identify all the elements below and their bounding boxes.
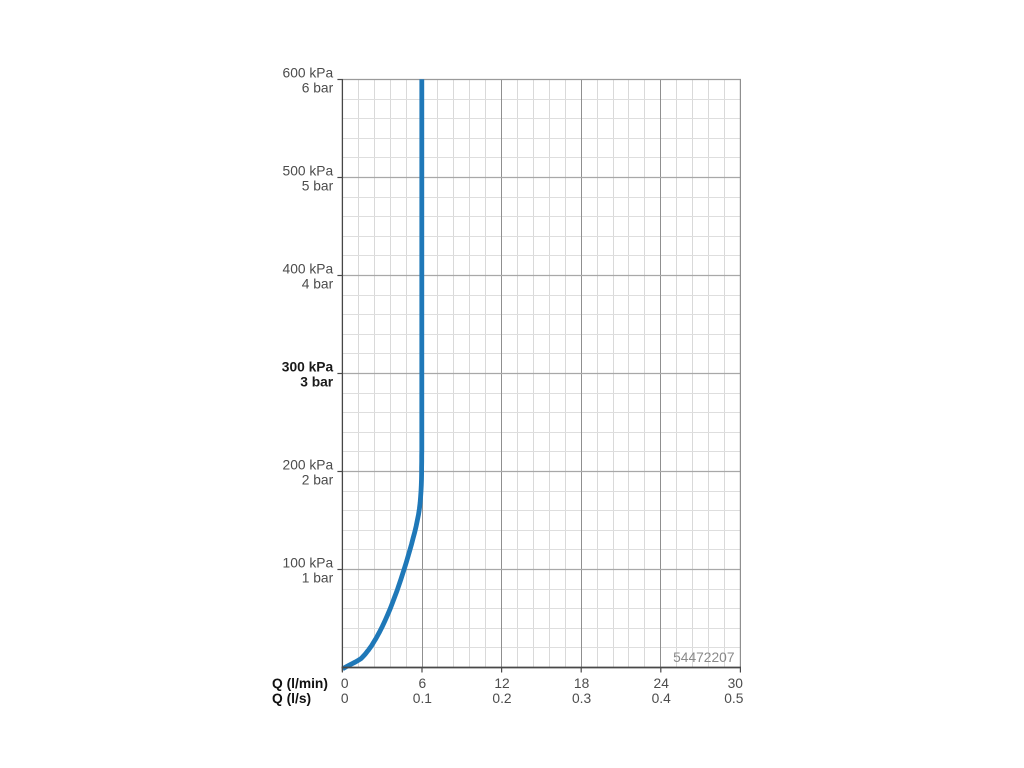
svg-text:6 bar: 6 bar xyxy=(302,81,334,96)
svg-text:6: 6 xyxy=(419,676,427,691)
svg-text:2 bar: 2 bar xyxy=(302,473,334,488)
svg-text:500 kPa: 500 kPa xyxy=(283,164,334,179)
svg-text:54472207: 54472207 xyxy=(673,650,734,665)
svg-text:600 kPa: 600 kPa xyxy=(283,66,334,81)
svg-text:24: 24 xyxy=(654,676,670,691)
svg-text:0.2: 0.2 xyxy=(492,691,511,706)
svg-text:5 bar: 5 bar xyxy=(302,179,334,194)
svg-text:Q (l/min): Q (l/min) xyxy=(272,676,328,691)
svg-text:4 bar: 4 bar xyxy=(302,277,334,292)
svg-text:200 kPa: 200 kPa xyxy=(283,458,334,473)
svg-text:0.5: 0.5 xyxy=(724,691,744,706)
svg-text:300 kPa: 300 kPa xyxy=(282,360,334,375)
svg-text:1 bar: 1 bar xyxy=(302,571,334,586)
svg-text:0.1: 0.1 xyxy=(413,691,432,706)
svg-text:3 bar: 3 bar xyxy=(300,375,334,390)
svg-text:30: 30 xyxy=(728,676,744,691)
svg-text:0: 0 xyxy=(341,676,349,691)
svg-text:18: 18 xyxy=(574,676,590,691)
svg-text:0: 0 xyxy=(341,691,349,706)
svg-text:Q (l/s): Q (l/s) xyxy=(272,691,311,706)
svg-text:100 kPa: 100 kPa xyxy=(283,556,334,571)
svg-text:0.4: 0.4 xyxy=(652,691,672,706)
svg-text:0.3: 0.3 xyxy=(572,691,592,706)
svg-text:400 kPa: 400 kPa xyxy=(283,262,334,277)
svg-text:12: 12 xyxy=(494,676,509,691)
